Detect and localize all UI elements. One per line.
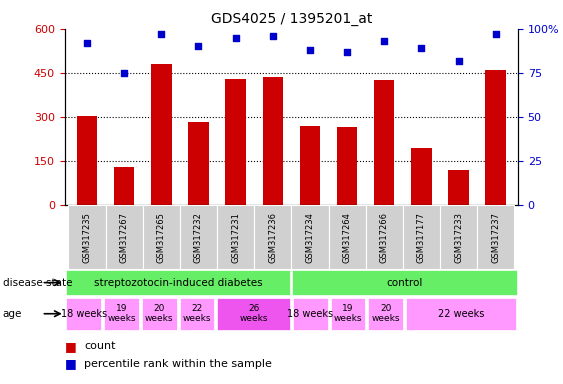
Text: GSM317267: GSM317267 xyxy=(120,212,129,263)
Bar xyxy=(406,298,516,329)
Text: count: count xyxy=(84,341,116,351)
Text: GSM317237: GSM317237 xyxy=(491,212,500,263)
Bar xyxy=(188,121,209,205)
Point xyxy=(194,43,203,50)
Text: 18 weeks: 18 weeks xyxy=(61,309,107,319)
Text: GSM317266: GSM317266 xyxy=(379,212,388,263)
Text: GSM317232: GSM317232 xyxy=(194,212,203,263)
Bar xyxy=(114,167,135,205)
Bar xyxy=(411,148,432,205)
Text: GSM317233: GSM317233 xyxy=(454,212,463,263)
Bar xyxy=(225,79,246,205)
Text: disease state: disease state xyxy=(3,278,72,288)
Text: 19
weeks: 19 weeks xyxy=(107,304,136,323)
Bar xyxy=(337,127,358,205)
Text: 22
weeks: 22 weeks xyxy=(182,304,211,323)
Text: 22 weeks: 22 weeks xyxy=(438,309,485,319)
Text: 20
weeks: 20 weeks xyxy=(145,304,173,323)
Bar xyxy=(485,70,506,205)
Text: GSM317235: GSM317235 xyxy=(83,212,92,263)
Bar xyxy=(69,205,106,269)
Text: 26
weeks: 26 weeks xyxy=(239,304,268,323)
Bar xyxy=(104,298,138,329)
Bar xyxy=(293,270,517,295)
Text: control: control xyxy=(386,278,423,288)
Text: GSM317265: GSM317265 xyxy=(157,212,166,263)
Point xyxy=(120,70,129,76)
Bar xyxy=(365,205,403,269)
Point xyxy=(379,38,388,44)
Bar xyxy=(440,205,477,269)
Bar xyxy=(142,298,177,329)
Bar xyxy=(66,298,101,329)
Point xyxy=(454,58,463,64)
Bar xyxy=(262,78,283,205)
Bar xyxy=(330,298,365,329)
Point xyxy=(269,33,278,39)
Text: 20
weeks: 20 weeks xyxy=(372,304,400,323)
Bar xyxy=(217,205,254,269)
Text: GSM317231: GSM317231 xyxy=(231,212,240,263)
Text: ■: ■ xyxy=(65,357,77,370)
Bar xyxy=(477,205,514,269)
Text: GSM317234: GSM317234 xyxy=(305,212,314,263)
Point xyxy=(342,49,351,55)
Bar xyxy=(403,205,440,269)
Text: ■: ■ xyxy=(65,340,77,353)
Bar xyxy=(328,205,365,269)
Bar xyxy=(66,270,290,295)
Text: GSM317236: GSM317236 xyxy=(269,212,278,263)
Text: 19
weeks: 19 weeks xyxy=(334,304,362,323)
Text: 18 weeks: 18 weeks xyxy=(287,309,333,319)
Bar xyxy=(254,205,292,269)
Bar xyxy=(106,205,143,269)
Bar xyxy=(143,205,180,269)
Text: GSM317177: GSM317177 xyxy=(417,212,426,263)
Bar xyxy=(77,116,97,205)
Title: GDS4025 / 1395201_at: GDS4025 / 1395201_at xyxy=(211,12,372,26)
Bar xyxy=(293,298,328,329)
Bar xyxy=(368,298,403,329)
Bar xyxy=(180,298,215,329)
Point xyxy=(157,31,166,37)
Point xyxy=(83,40,92,46)
Text: GSM317264: GSM317264 xyxy=(342,212,351,263)
Point xyxy=(491,31,500,37)
Bar xyxy=(151,64,172,205)
Point xyxy=(417,45,426,51)
Point xyxy=(231,35,240,41)
Text: percentile rank within the sample: percentile rank within the sample xyxy=(84,359,272,369)
Text: age: age xyxy=(3,309,22,319)
Text: streptozotocin-induced diabetes: streptozotocin-induced diabetes xyxy=(93,278,262,288)
Bar xyxy=(448,170,469,205)
Point xyxy=(305,47,314,53)
Bar xyxy=(292,205,328,269)
Bar xyxy=(300,126,320,205)
Bar xyxy=(180,205,217,269)
Bar xyxy=(374,80,395,205)
Bar xyxy=(217,298,290,329)
